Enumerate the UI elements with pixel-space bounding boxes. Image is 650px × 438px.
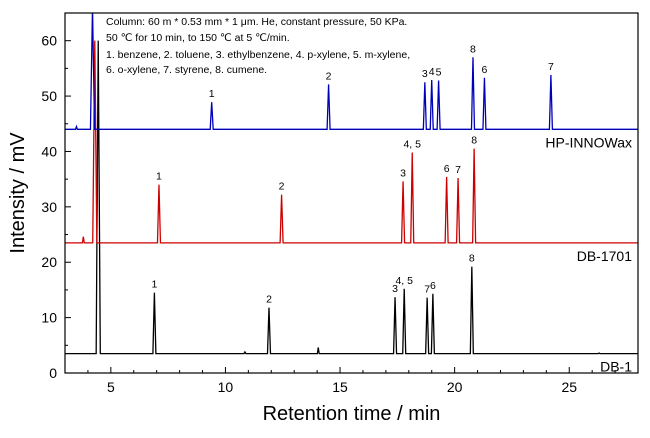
peak-label-0-5: 6 [430, 280, 436, 292]
peak-label-1-6: 8 [471, 135, 477, 147]
x-tick-label: 15 [332, 379, 348, 395]
trace-name-label: DB-1701 [577, 248, 632, 264]
peak-label-0-6: 8 [469, 253, 475, 265]
peak-label-1-1: 2 [279, 181, 285, 193]
peak-label-2-4: 5 [436, 67, 442, 79]
y-tick-label: 20 [41, 254, 57, 270]
peak-label-0-2: 3 [392, 283, 398, 295]
y-tick-label: 50 [41, 88, 57, 104]
annotation-line: Column: 60 m * 0.53 mm * 1 μm. He, const… [106, 16, 407, 28]
trace-name-label: HP-INNOWax [545, 134, 632, 150]
plot-frame [64, 12, 639, 374]
y-tick-label: 60 [41, 33, 57, 49]
y-tick-label: 30 [41, 199, 57, 215]
peak-label-1-5: 7 [455, 164, 461, 176]
series-line-hp-innowax [65, 13, 638, 130]
peak-label-0-0: 1 [151, 279, 157, 291]
x-axis-title: Retention time / min [263, 403, 441, 425]
peak-label-1-0: 1 [156, 171, 162, 183]
peak-label-0-4: 7 [424, 284, 430, 296]
x-tick-label: 25 [561, 379, 577, 395]
peak-label-2-5: 8 [470, 43, 476, 55]
trace-name-label: DB-1 [600, 359, 632, 375]
peak-label-1-3: 4, 5 [403, 139, 421, 151]
peak-label-2-2: 3 [422, 68, 428, 80]
x-tick-label: 20 [447, 379, 463, 395]
peak-label-2-6: 6 [482, 64, 488, 76]
peak-label-0-1: 2 [266, 294, 272, 306]
peak-label-0-3: 4, 5 [395, 275, 413, 287]
peak-label-2-7: 7 [548, 61, 554, 73]
x-tick-label: 10 [218, 379, 234, 395]
y-tick-label: 10 [41, 310, 57, 326]
y-tick-label: 40 [41, 143, 57, 159]
annotation-line: 6. o-xylene, 7. styrene, 8. cumene. [106, 64, 267, 76]
peak-label-2-1: 2 [326, 70, 332, 82]
peak-label-2-0: 1 [209, 88, 215, 100]
y-tick-label: 0 [49, 365, 57, 381]
peak-label-1-4: 6 [444, 163, 450, 175]
annotation-line: 1. benzene, 2. toluene, 3. ethylbenzene,… [106, 49, 410, 61]
y-axis-title: Intensity / mV [7, 132, 29, 254]
annotation-line: 50 ℃ for 10 min, to 150 ℃ at 5 ℃/min. [106, 32, 290, 44]
x-tick-label: 5 [107, 379, 115, 395]
series-line-db-1 [65, 40, 638, 355]
peak-label-1-2: 3 [400, 167, 406, 179]
peak-label-2-3: 4 [429, 66, 435, 78]
